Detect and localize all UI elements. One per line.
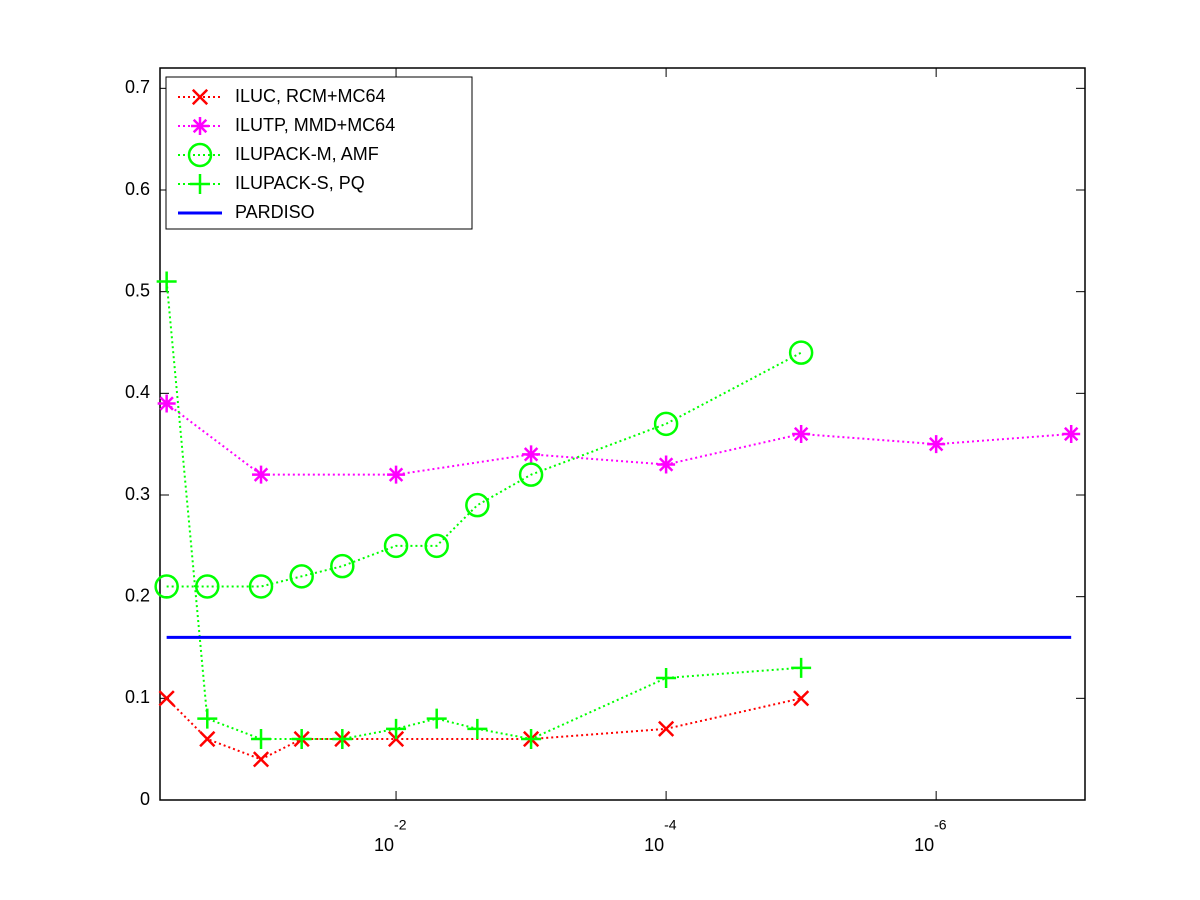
marker-star xyxy=(927,435,946,454)
marker-star xyxy=(191,117,209,135)
x-tick-exponent: -4 xyxy=(664,817,677,833)
marker-plus xyxy=(386,718,407,739)
marker-circle xyxy=(248,574,274,599)
x-tick-label: 10 xyxy=(914,835,934,855)
marker-circle xyxy=(330,553,355,579)
legend-label: ILUPACK-S, PQ xyxy=(235,173,365,193)
marker-circle xyxy=(383,533,409,559)
marker-circle xyxy=(465,492,490,518)
y-tick-label: 0.5 xyxy=(125,280,150,300)
marker-star xyxy=(1062,425,1081,443)
marker-plus xyxy=(426,708,447,729)
y-tick-label: 0.2 xyxy=(125,585,150,605)
marker-circle xyxy=(289,564,314,589)
marker-circle xyxy=(187,142,213,168)
marker-plus xyxy=(190,174,210,194)
y-tick-label: 0.6 xyxy=(125,179,150,199)
series-line xyxy=(166,351,802,588)
marker-circle xyxy=(788,340,814,365)
marker-circle xyxy=(518,462,544,487)
marker-plus xyxy=(656,668,677,688)
marker-plus xyxy=(332,729,353,749)
x-tick-label: 10 xyxy=(644,835,664,855)
y-tick-label: 0.4 xyxy=(125,382,150,402)
marker-x xyxy=(387,730,405,748)
marker-x xyxy=(158,690,175,707)
legend-label: ILUC, RCM+MC64 xyxy=(235,86,386,106)
series-line xyxy=(165,281,802,741)
marker-x xyxy=(658,720,675,737)
marker-plus xyxy=(251,729,272,749)
marker-x xyxy=(793,690,810,707)
marker-plus xyxy=(791,657,812,678)
x-tick-exponent: -2 xyxy=(394,817,407,833)
y-tick-label: 0.1 xyxy=(125,687,150,707)
marker-star xyxy=(252,465,271,484)
marker-plus xyxy=(291,729,312,749)
marker-star xyxy=(792,425,811,443)
y-tick-label: 0.7 xyxy=(125,77,150,97)
marker-x xyxy=(191,88,209,106)
marker-star xyxy=(157,394,176,413)
series-line xyxy=(166,402,1072,476)
marker-plus xyxy=(521,729,542,749)
legend-label: ILUPACK-M, AMF xyxy=(235,144,379,164)
y-tick-label: 0.3 xyxy=(125,484,150,504)
marker-x xyxy=(252,751,270,768)
marker-circle xyxy=(424,533,449,559)
marker-plus xyxy=(156,271,177,292)
marker-circle xyxy=(154,574,179,599)
marker-star xyxy=(657,455,676,474)
marker-plus xyxy=(467,718,488,739)
y-tick-label: 0 xyxy=(140,789,150,809)
marker-circle xyxy=(195,574,220,599)
legend-label: PARDISO xyxy=(235,202,315,222)
marker-star xyxy=(522,445,541,464)
legend-box xyxy=(165,76,473,230)
marker-star xyxy=(387,465,406,484)
legend-label: ILUTP, MMD+MC64 xyxy=(235,115,395,135)
x-tick-exponent: -6 xyxy=(934,817,947,833)
marker-circle xyxy=(653,411,679,437)
marker-plus xyxy=(197,708,218,729)
marker-x xyxy=(199,730,216,748)
x-tick-label: 10 xyxy=(374,835,394,855)
